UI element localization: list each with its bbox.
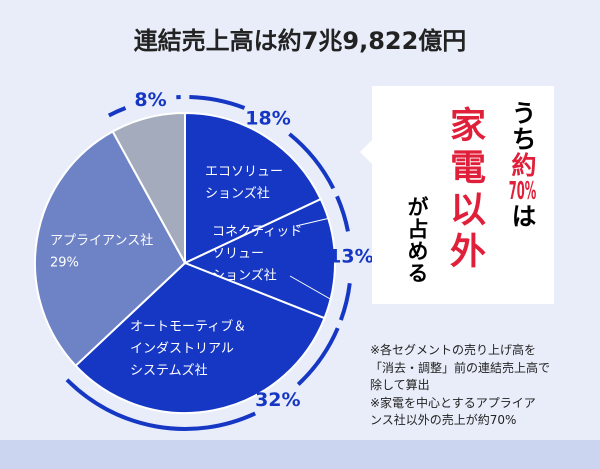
callout: うち約70%は 家電以外 が占める <box>372 86 554 304</box>
note-line: 除して算出 <box>370 378 430 392</box>
note-line: ンス社以外の売上が約70% <box>370 413 517 427</box>
pie-slice <box>34 130 187 368</box>
value-label: 8% <box>134 89 166 111</box>
slice-label: ソリュー <box>212 247 264 262</box>
note-line: ※家電を中心とするアプライア <box>370 395 536 410</box>
slice-label: コネクティッド <box>212 225 302 240</box>
callout-column: が占める <box>405 196 429 284</box>
ring-arc <box>335 195 350 232</box>
callout-column: うち約70%は <box>504 100 540 229</box>
ring-arc <box>65 378 256 431</box>
value-label: 18% <box>245 108 290 130</box>
value-label: 32% <box>255 389 300 411</box>
slice-label: システムズ社 <box>130 363 208 379</box>
callout-text: は <box>508 203 537 229</box>
value-label: 13% <box>328 246 373 268</box>
bottom-band <box>0 440 600 469</box>
leader-line <box>289 275 333 301</box>
ring-arc <box>288 132 336 190</box>
note-line: 「消去・調整」前の連結売上高で <box>370 360 551 375</box>
chart-title: 連結売上高は約7兆9,822億円 <box>134 27 467 55</box>
callout-pointer <box>360 140 372 164</box>
leader-line <box>295 217 331 227</box>
note-line: ※各セグメントの売り上げ高を <box>370 343 537 357</box>
callout-highlight: 家電以外 <box>444 106 485 274</box>
slice-label: オートモーティブ＆ <box>130 319 246 335</box>
ring-arc <box>107 106 127 118</box>
callout-text: うち <box>508 100 537 152</box>
ring-arc <box>339 282 352 321</box>
ring-arc <box>296 327 340 386</box>
pie-slice <box>111 111 186 264</box>
slice-label: アプライアンス社 <box>50 233 153 249</box>
slice-label: エコソリュー <box>205 165 283 180</box>
callout-number: 70% <box>508 178 537 203</box>
pie-slice <box>74 261 326 414</box>
ring-arc <box>189 95 246 110</box>
pie-slice <box>182 197 336 320</box>
pie-slice <box>184 111 323 265</box>
value-label: 29% <box>50 256 79 271</box>
slice-label: ションズ社 <box>205 186 270 202</box>
notes: ※各セグメントの売り上げ高を 「消去・調整」前の連結売上高で 除して算出 ※家電を中心… <box>370 342 550 430</box>
callout-text: 約70% <box>508 152 537 203</box>
slice-label: インダストリアル <box>130 342 234 357</box>
